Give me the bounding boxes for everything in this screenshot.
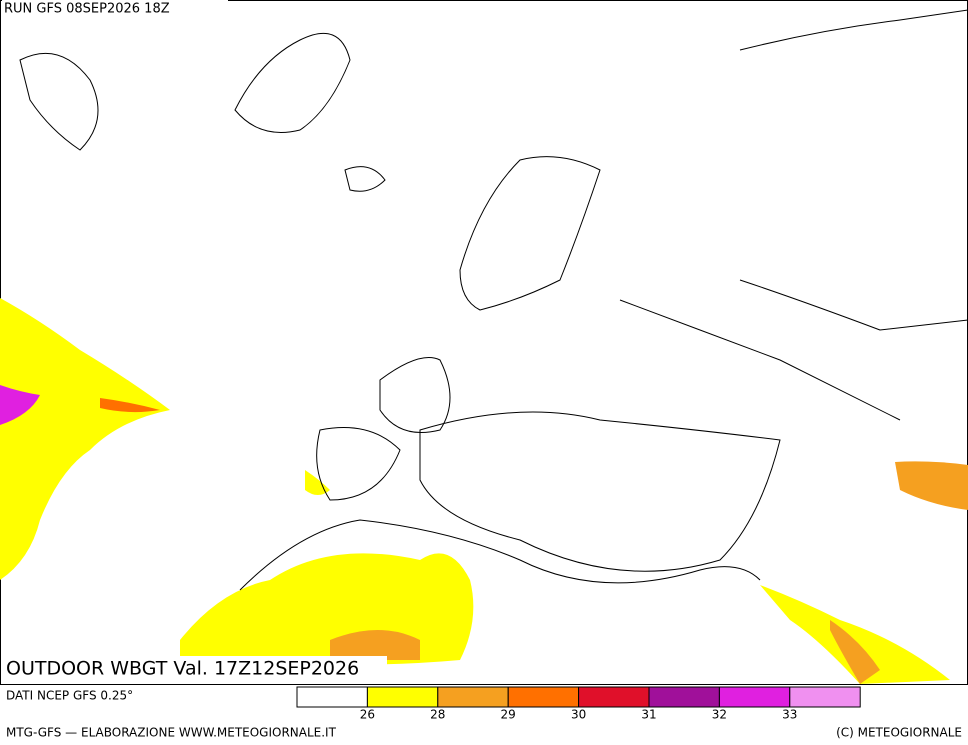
- title-bg: [2, 656, 387, 682]
- header-bg: [2, 0, 228, 17]
- colorbar: 26 28 29 30 31 32 33: [296, 686, 861, 722]
- colorbar-tick-label: 29: [501, 708, 516, 722]
- colorbar-segment: [718, 686, 791, 708]
- colorbar-segment: [648, 686, 720, 708]
- colorbar-tick-label: 30: [571, 708, 586, 722]
- colorbar-tick-label: 32: [712, 708, 727, 722]
- colorbar-segment: [366, 686, 439, 708]
- colorbar-segment: [789, 686, 861, 708]
- colorbar-segment: [507, 686, 580, 708]
- map: [0, 0, 968, 685]
- footer-right: (C) METEOGIORNALE: [836, 726, 962, 740]
- colorbar-segment: [296, 686, 368, 708]
- colorbar-tick-label: 33: [782, 708, 797, 722]
- colorbar-segment: [437, 686, 509, 708]
- source-label: DATI NCEP GFS 0.25°: [6, 689, 133, 703]
- colorbar-tick-label: 28: [430, 708, 445, 722]
- footer-left: MTG-GFS — ELABORAZIONE WWW.METEOGIORNALE…: [6, 726, 337, 740]
- colorbar-tick-label: 31: [641, 708, 656, 722]
- colorbar-segment: [578, 686, 650, 708]
- colorbar-tick-label: 26: [360, 708, 375, 722]
- map-title: OUTDOOR WBGT Val. 17Z12SEP2026: [6, 658, 359, 680]
- run-label: RUN GFS 08SEP2026 18Z: [4, 2, 170, 17]
